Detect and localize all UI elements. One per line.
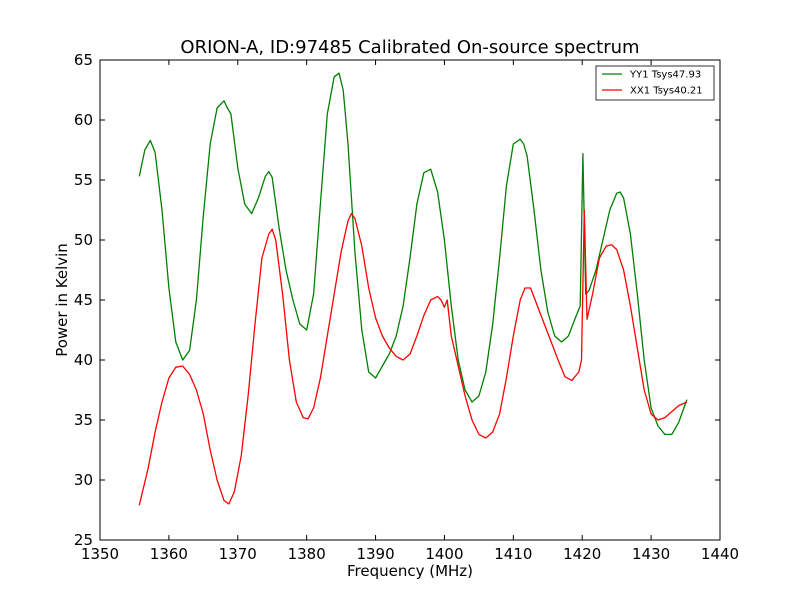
x-tick-label: 1430 — [632, 545, 670, 563]
x-tick-label: 1420 — [563, 545, 601, 563]
legend-box — [595, 65, 715, 101]
x-axis-label: Frequency (MHz) — [347, 562, 473, 580]
legend-label-yy1: YY1 Tsys47.93 — [629, 70, 701, 81]
x-tick-label: 1360 — [150, 545, 188, 563]
y-tick-label: 65 — [74, 51, 93, 69]
y-tick-label: 45 — [74, 291, 93, 309]
x-tick-label: 1400 — [425, 545, 463, 563]
legend: YY1 Tsys47.93 XX1 Tsys40.21 — [595, 65, 715, 101]
y-tick-label: 35 — [74, 411, 93, 429]
x-tick-label: 1370 — [219, 545, 257, 563]
y-tick-label: 50 — [74, 231, 93, 249]
series-layer — [138, 72, 688, 506]
x-tick-label: 1410 — [494, 545, 532, 563]
x-axis: 1350 1360 1370 1380 1390 1400 1410 1420 1430 1440 — [81, 60, 739, 563]
y-tick-label: 55 — [74, 171, 93, 189]
y-tick-label: 30 — [74, 471, 93, 489]
x-tick-label: 1380 — [288, 545, 326, 563]
x-tick-label: 1440 — [701, 545, 739, 563]
legend-label-xx1: XX1 Tsys40.21 — [630, 86, 703, 97]
y-axis: 25 30 35 40 45 50 55 60 65 — [74, 51, 720, 549]
x-tick-label: 1390 — [356, 545, 394, 563]
x-tick-label: 1350 — [81, 545, 119, 563]
y-tick-label: 25 — [74, 531, 93, 549]
series-line-xx1 — [138, 209, 688, 506]
y-axis-label: Power in Kelvin — [53, 243, 71, 357]
y-tick-label: 60 — [74, 111, 93, 129]
series-line-yy1 — [138, 72, 688, 436]
y-tick-label: 40 — [74, 351, 93, 369]
chart-title: ORION-A, ID:97485 Calibrated On-source s… — [180, 37, 639, 58]
